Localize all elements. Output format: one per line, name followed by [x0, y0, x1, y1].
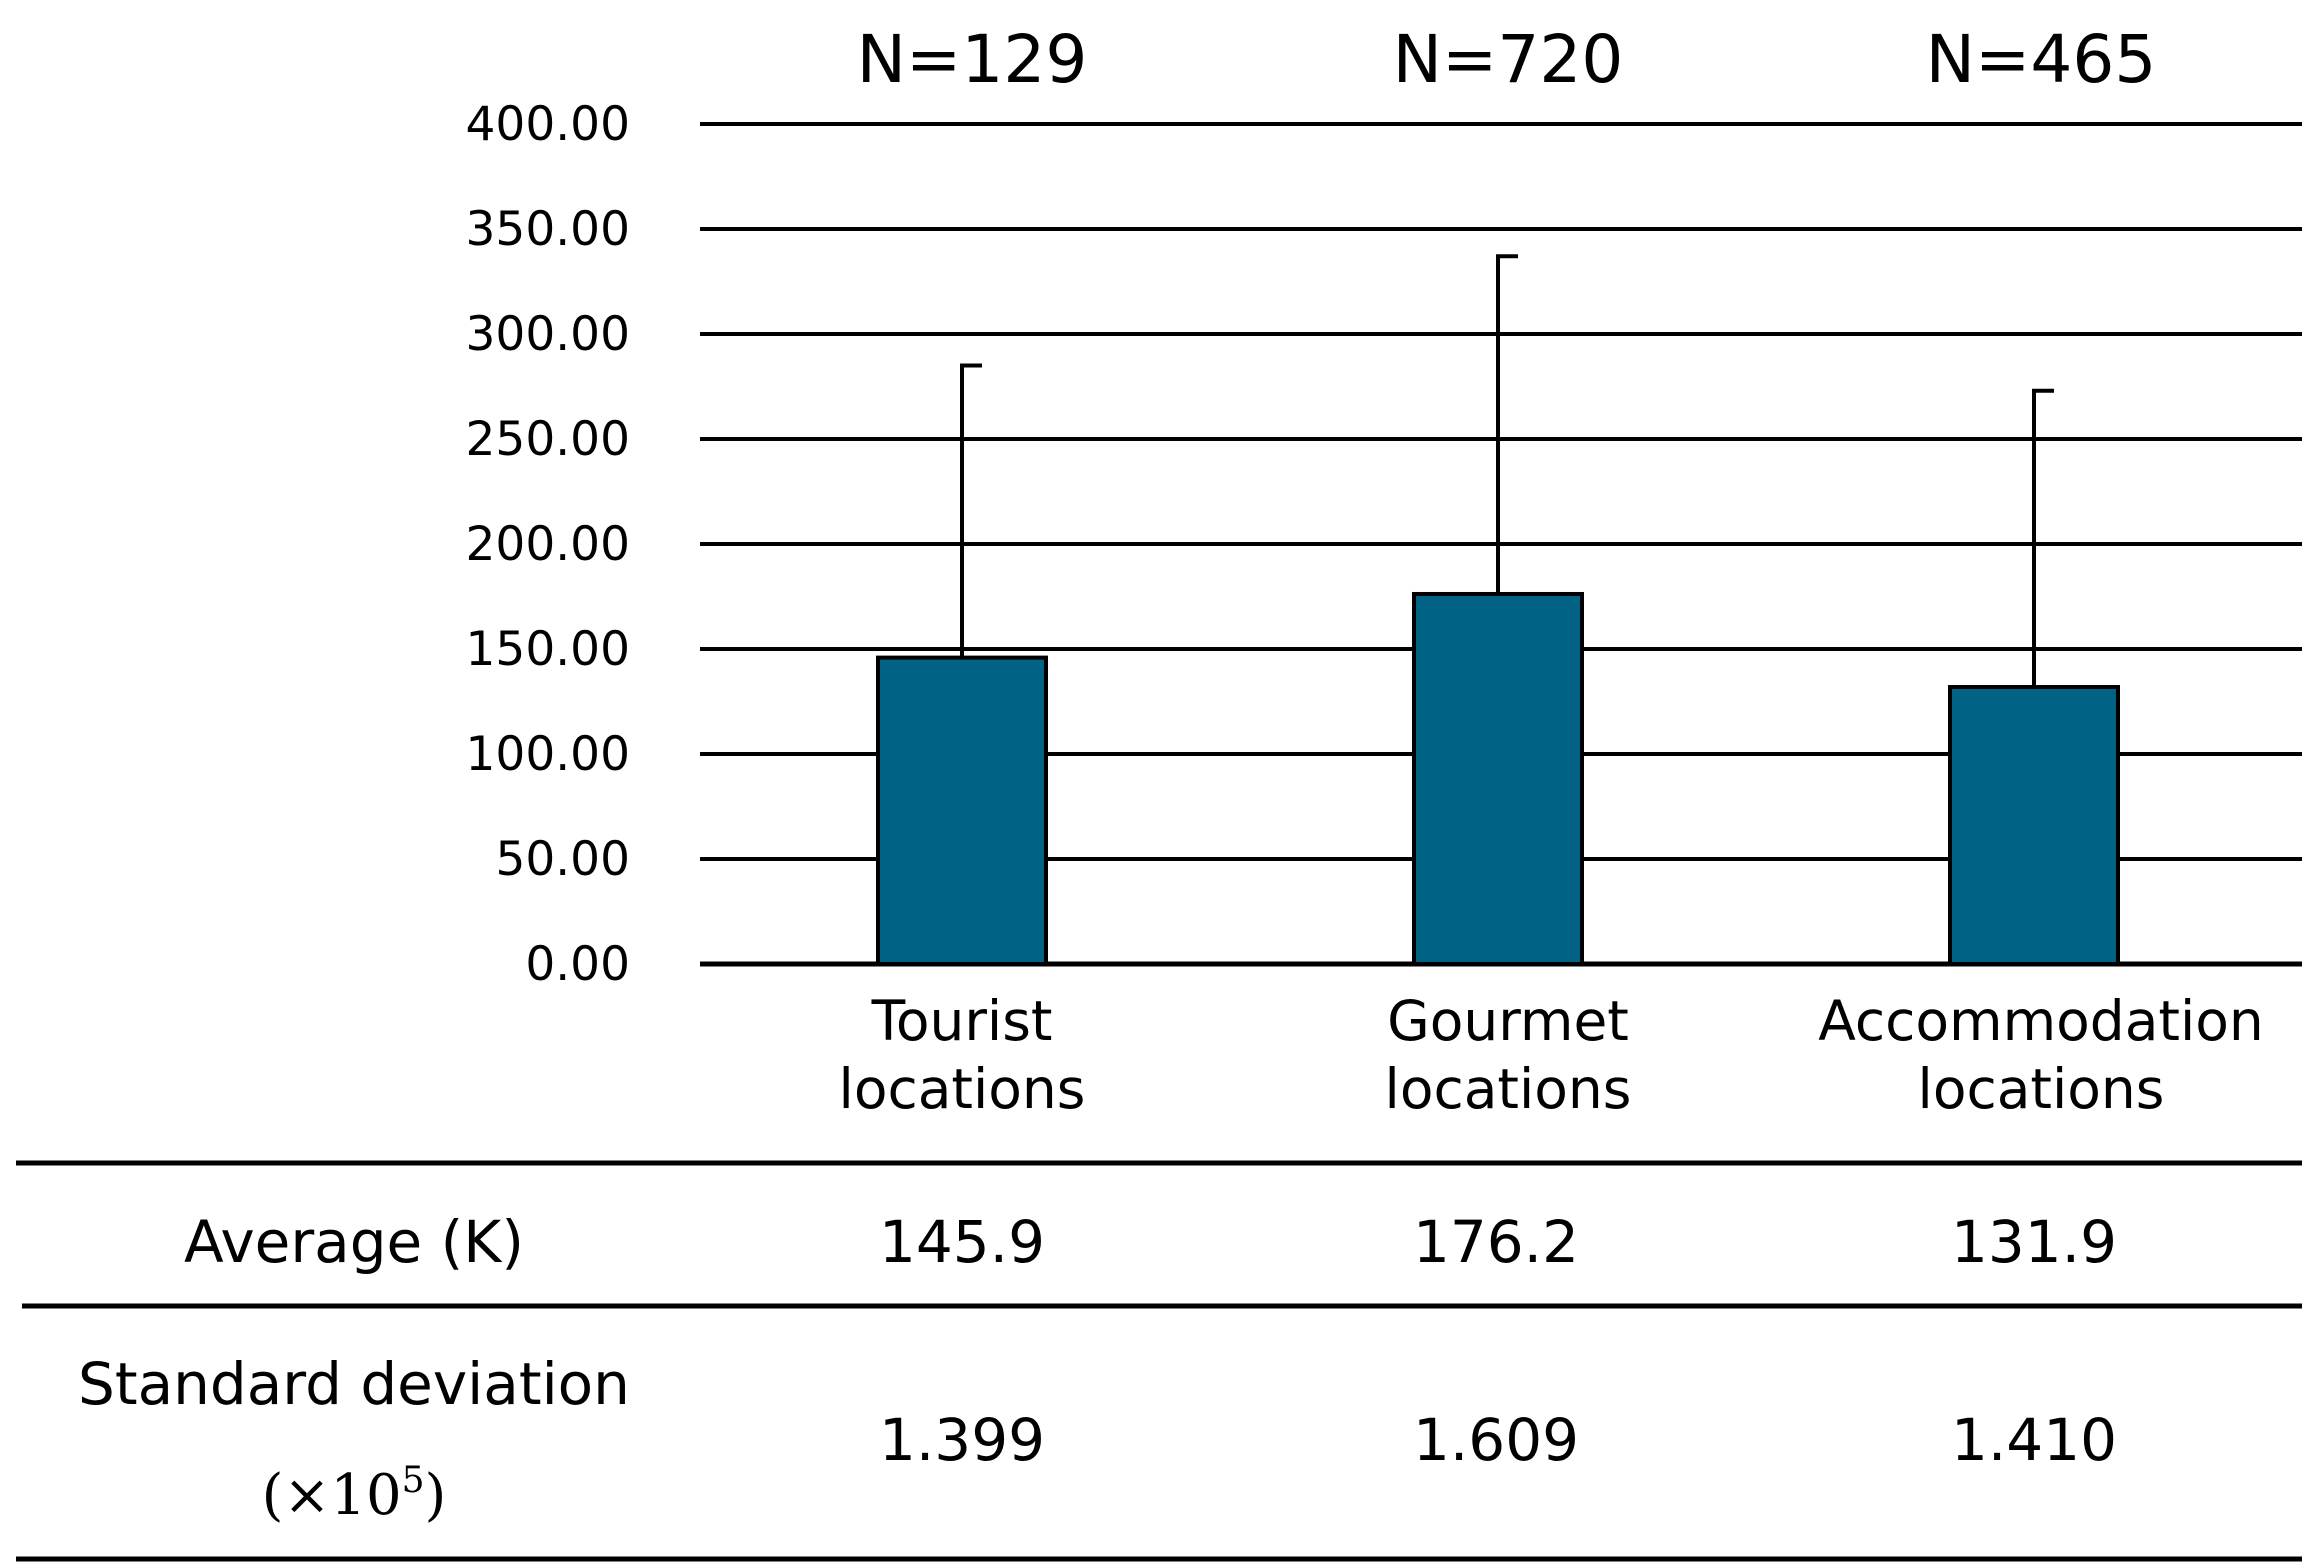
unit-prefix: (×10 [262, 1463, 402, 1528]
summary-table: Average (K) 145.9 176.2 131.9 Standard d… [16, 1160, 2302, 1562]
y-tick-label: 100.00 [466, 727, 630, 782]
bar [1412, 591, 1584, 966]
row-label-unit: (×105) [262, 1460, 447, 1528]
category-label-accommodation-line1: Accommodation [1818, 989, 2264, 1053]
y-tick-label: 50.00 [495, 832, 630, 887]
row-label-standard-deviation: Standard deviation [78, 1350, 630, 1418]
category-label-tourist-line1: Tourist [871, 989, 1053, 1053]
average-accommodation: 131.9 [1951, 1208, 2117, 1276]
average-tourist: 145.9 [879, 1208, 1045, 1276]
stddev-accommodation: 1.410 [1951, 1406, 2117, 1474]
unit-exponent: 5 [402, 1460, 425, 1501]
unit-suffix: ) [425, 1463, 447, 1528]
sample-size-labels: N=129 N=720 N=465 [857, 21, 2157, 98]
sample-size-gourmet: N=720 [1393, 21, 1624, 98]
category-label-tourist-line2: locations [839, 1057, 1086, 1121]
category-label-gourmet-line2: locations [1385, 1057, 1632, 1121]
y-tick-label: 400.00 [466, 97, 630, 152]
stddev-tourist: 1.399 [879, 1406, 1045, 1474]
category-label-gourmet-line1: Gourmet [1387, 989, 1629, 1053]
bar [876, 655, 1048, 966]
y-tick-label: 250.00 [466, 412, 630, 467]
category-labels: Tourist locations Gourmet locations Acco… [839, 989, 2264, 1121]
bar [1948, 685, 2120, 966]
row-label-average: Average (K) [184, 1208, 524, 1276]
y-tick-label: 300.00 [466, 307, 630, 362]
category-label-accommodation-line2: locations [1918, 1057, 2165, 1121]
error-bars [960, 254, 2054, 688]
y-tick-label: 350.00 [466, 202, 630, 257]
average-gourmet: 176.2 [1413, 1208, 1579, 1276]
sample-size-accommodation: N=465 [1926, 21, 2157, 98]
sample-size-tourist: N=129 [857, 21, 1088, 98]
stddev-gourmet: 1.609 [1413, 1406, 1579, 1474]
y-axis-ticks: 0.00 50.00 100.00 150.00 200.00 250.00 300.00 3… [466, 97, 630, 992]
bars [876, 591, 2120, 966]
y-tick-label: 150.00 [466, 622, 630, 677]
y-tick-label: 200.00 [466, 517, 630, 572]
y-tick-label: 0.00 [525, 937, 630, 992]
